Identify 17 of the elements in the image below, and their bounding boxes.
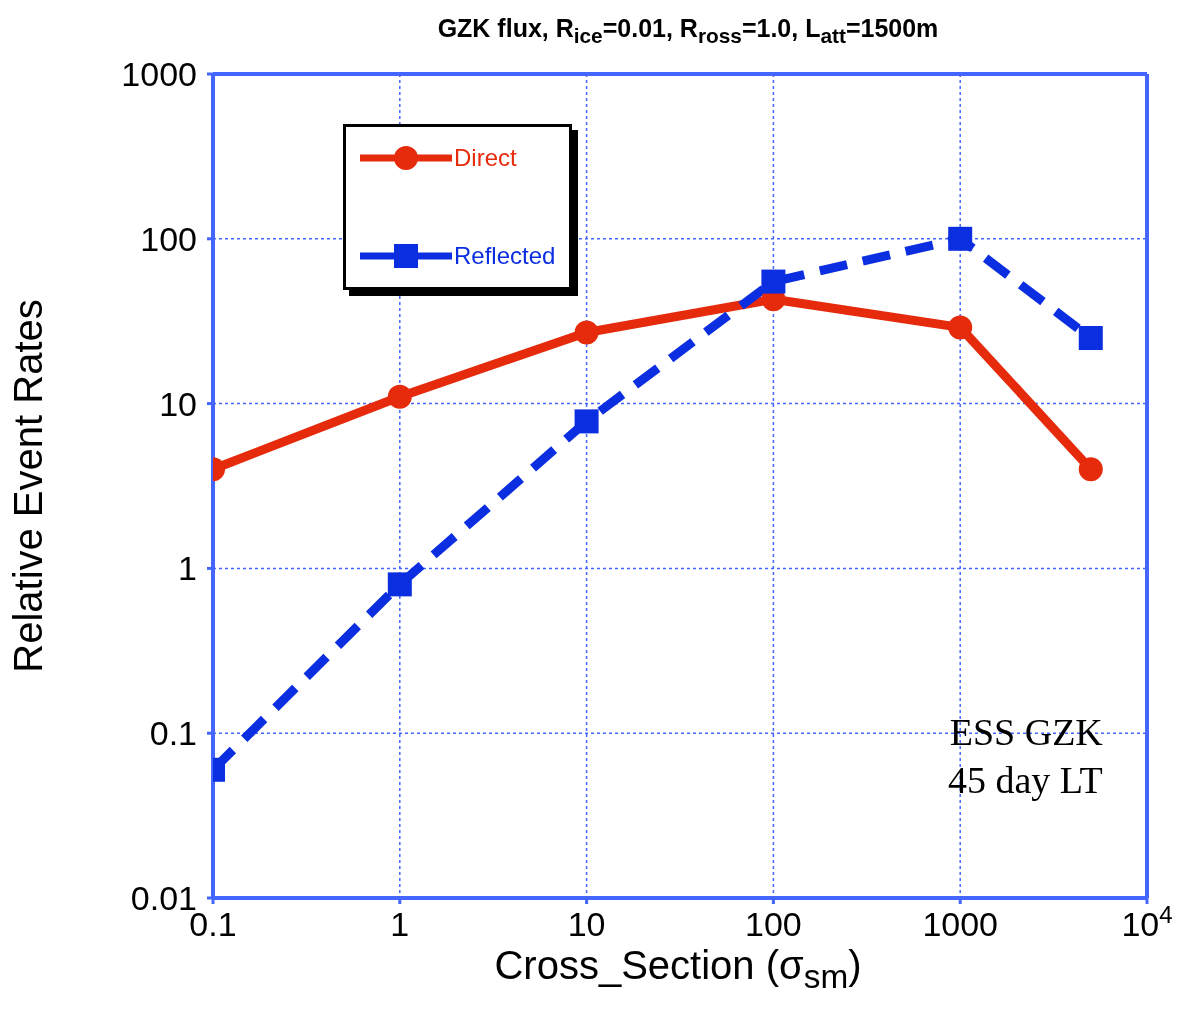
x-tick-label: 10 xyxy=(567,905,606,943)
x-tick-label: 1000 xyxy=(922,905,999,943)
y-tick-label: 1 xyxy=(178,549,197,588)
y-tick-label: 1000 xyxy=(121,55,197,93)
x-tick-label: 100 xyxy=(745,905,802,943)
x-axis-title: Cross_Section (σ$_{sm}$) xyxy=(493,943,863,996)
y-tick-label: 10 xyxy=(159,384,197,423)
x-tick-label: 1 xyxy=(390,905,410,943)
legend-label: Direct xyxy=(454,144,517,172)
annotation: 45 day LT xyxy=(948,758,1103,803)
y-axis-title: Relative Event Rates xyxy=(6,299,51,673)
chart-title: GZK flux, R$_{ice}$=0.01, R$_{ross}$=1.0, L$_{att}$=1500m xyxy=(436,14,940,48)
annotation: ESS GZK xyxy=(948,710,1103,755)
y-tick-label: 0.1 xyxy=(149,714,197,753)
y-tick-label: 100 xyxy=(140,219,197,258)
x-tick-label: 10$^{4}$ xyxy=(1121,900,1173,943)
legend-label: Reflected xyxy=(454,242,556,270)
